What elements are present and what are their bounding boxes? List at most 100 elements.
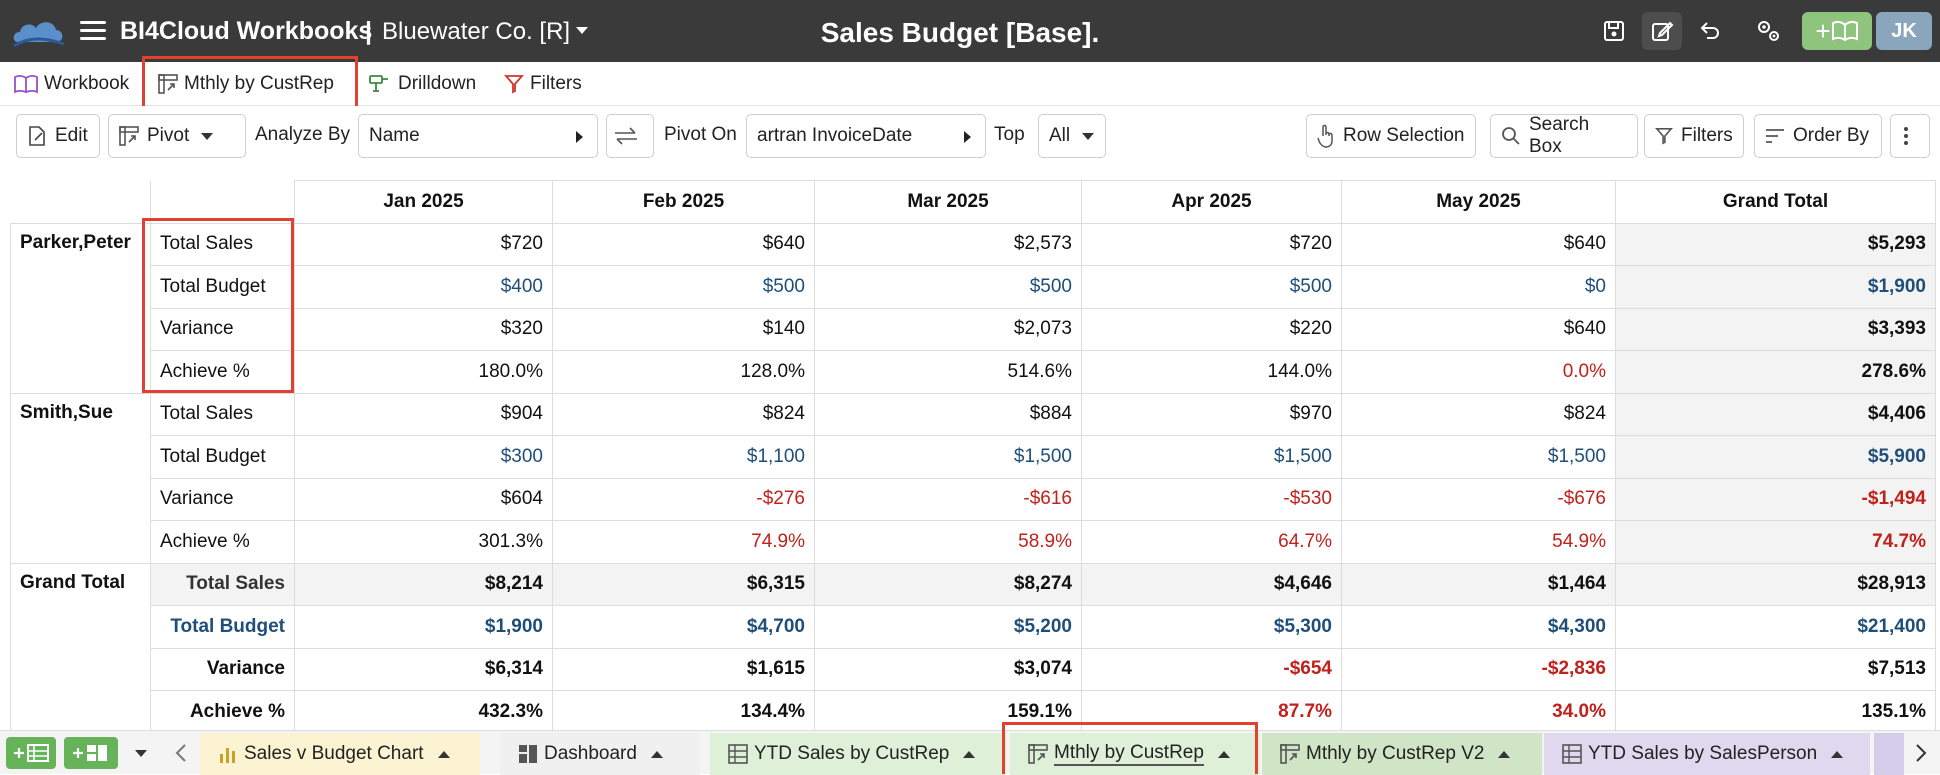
column-header[interactable]: Apr 2025: [1081, 180, 1342, 224]
value-cell[interactable]: $500: [814, 265, 1082, 309]
add-workbook-button[interactable]: +: [1802, 12, 1872, 50]
value-cell[interactable]: 54.9%: [1341, 520, 1616, 564]
value-cell[interactable]: $320: [294, 307, 553, 351]
company-dropdown-icon[interactable]: [576, 27, 588, 34]
save-icon[interactable]: [1594, 12, 1634, 50]
table-row[interactable]: Grand Total Total Sales $8,214 $6,315 $8…: [10, 562, 1936, 733]
value-cell[interactable]: 180.0%: [294, 350, 553, 394]
user-avatar[interactable]: JK: [1876, 12, 1932, 50]
value-cell[interactable]: -$2,836: [1341, 647, 1616, 691]
table-row[interactable]: Total Budget $400 $500 $500 $500 $0 $1,9…: [11, 265, 1936, 309]
table-row[interactable]: Achieve % 432.3% 134.4% 159.1% 87.7% 34.…: [11, 690, 1936, 734]
tab-drilldown[interactable]: Drilldown: [368, 68, 476, 100]
top-select[interactable]: All: [1038, 114, 1106, 158]
sheet-tab-ytd-sales-by-salesperson[interactable]: YTD Sales by SalesPerson: [1544, 733, 1870, 775]
row-group-name[interactable]: Smith,Sue: [10, 393, 151, 564]
value-cell[interactable]: 514.6%: [814, 350, 1082, 394]
value-cell[interactable]: $220: [1081, 307, 1342, 351]
value-cell[interactable]: 87.7%: [1081, 690, 1342, 734]
value-cell[interactable]: 301.3%: [294, 520, 553, 564]
value-cell[interactable]: $970: [1081, 392, 1342, 436]
grand-total-cell[interactable]: -$1,494: [1615, 477, 1936, 521]
grand-total-cell[interactable]: $3,393: [1615, 307, 1936, 351]
table-row[interactable]: Achieve % 180.0% 128.0% 514.6% 144.0% 0.…: [11, 350, 1936, 394]
value-cell[interactable]: $720: [1081, 222, 1342, 266]
pivot-on-select[interactable]: artran InvoiceDate: [746, 114, 986, 158]
table-row[interactable]: Variance $6,314 $1,615 $3,074 -$654 -$2,…: [11, 647, 1936, 691]
value-cell[interactable]: $5,300: [1081, 605, 1342, 649]
value-cell[interactable]: $4,300: [1341, 605, 1616, 649]
value-cell[interactable]: $2,073: [814, 307, 1082, 351]
value-cell[interactable]: $8,274: [814, 562, 1082, 606]
value-cell[interactable]: 159.1%: [814, 690, 1082, 734]
tab-workbook[interactable]: Workbook: [14, 68, 129, 100]
sheet-tab-sales-v-budget-chart[interactable]: Sales v Budget Chart: [200, 733, 480, 775]
value-cell[interactable]: $1,900: [294, 605, 553, 649]
value-cell[interactable]: $884: [814, 392, 1082, 436]
table-row[interactable]: Total Budget $300 $1,100 $1,500 $1,500 $…: [11, 435, 1936, 479]
value-cell[interactable]: $1,464: [1341, 562, 1616, 606]
value-cell[interactable]: $824: [1341, 392, 1616, 436]
value-cell[interactable]: $1,500: [1341, 435, 1616, 479]
sheet-tab-overflow[interactable]: [1874, 733, 1904, 775]
value-cell[interactable]: $8,214: [294, 562, 553, 606]
value-cell[interactable]: $640: [1341, 307, 1616, 351]
value-cell[interactable]: $5,200: [814, 605, 1082, 649]
row-selection-button[interactable]: Row Selection: [1306, 114, 1476, 158]
filters-button[interactable]: Filters: [1644, 114, 1744, 158]
sheet-tab-ytd-sales-by-custrep[interactable]: YTD Sales by CustRep: [710, 733, 1006, 775]
add-dashboard-sheet-button[interactable]: [64, 737, 118, 769]
value-cell[interactable]: $4,646: [1081, 562, 1342, 606]
value-cell[interactable]: $640: [552, 222, 815, 266]
analyze-by-select[interactable]: Name: [358, 114, 598, 158]
edit-mode-icon[interactable]: [1642, 12, 1682, 50]
order-by-button[interactable]: Order By: [1754, 114, 1882, 158]
grand-total-cell[interactable]: $5,293: [1615, 222, 1936, 266]
value-cell[interactable]: $0: [1341, 265, 1616, 309]
scroll-tabs-left[interactable]: [166, 737, 196, 769]
more-options-button[interactable]: [1890, 114, 1930, 158]
grand-total-cell[interactable]: 278.6%: [1615, 350, 1936, 394]
column-header[interactable]: Jan 2025: [294, 180, 553, 224]
value-cell[interactable]: 134.4%: [552, 690, 815, 734]
grand-total-cell[interactable]: $1,900: [1615, 265, 1936, 309]
tab-mthly-by-custrep[interactable]: Mthly by CustRep: [158, 68, 334, 100]
hamburger-menu-icon[interactable]: [80, 16, 106, 44]
sheet-tab-mthly-by-custrep[interactable]: Mthly by CustRep: [1010, 733, 1260, 775]
value-cell[interactable]: $6,314: [294, 647, 553, 691]
table-row[interactable]: Smith,Sue Total Sales $904 $824 $884 $97…: [10, 392, 1936, 564]
value-cell[interactable]: -$530: [1081, 477, 1342, 521]
swap-axes-button[interactable]: [606, 114, 654, 158]
value-cell[interactable]: 0.0%: [1341, 350, 1616, 394]
value-cell[interactable]: $904: [294, 392, 553, 436]
grand-total-cell[interactable]: $28,913: [1615, 562, 1936, 606]
value-cell[interactable]: 64.7%: [1081, 520, 1342, 564]
column-header[interactable]: Mar 2025: [814, 180, 1082, 224]
grand-total-cell[interactable]: $5,900: [1615, 435, 1936, 479]
value-cell[interactable]: $1,100: [552, 435, 815, 479]
value-cell[interactable]: $824: [552, 392, 815, 436]
value-cell[interactable]: $1,500: [814, 435, 1082, 479]
grand-total-cell[interactable]: 135.1%: [1615, 690, 1936, 734]
value-cell[interactable]: -$616: [814, 477, 1082, 521]
column-header[interactable]: Feb 2025: [552, 180, 815, 224]
row-group-name[interactable]: Grand Total: [10, 563, 151, 733]
value-cell[interactable]: 128.0%: [552, 350, 815, 394]
value-cell[interactable]: $3,074: [814, 647, 1082, 691]
value-cell[interactable]: $500: [1081, 265, 1342, 309]
grand-total-cell[interactable]: $21,400: [1615, 605, 1936, 649]
table-row[interactable]: Variance $320 $140 $2,073 $220 $640 $3,3…: [11, 307, 1936, 351]
value-cell[interactable]: $140: [552, 307, 815, 351]
value-cell[interactable]: 74.9%: [552, 520, 815, 564]
column-header[interactable]: May 2025: [1341, 180, 1616, 224]
value-cell[interactable]: $300: [294, 435, 553, 479]
value-cell[interactable]: $1,500: [1081, 435, 1342, 479]
scroll-tabs-right[interactable]: [1906, 737, 1936, 769]
grand-total-cell[interactable]: $4,406: [1615, 392, 1936, 436]
grand-total-cell[interactable]: 74.7%: [1615, 520, 1936, 564]
value-cell[interactable]: -$654: [1081, 647, 1342, 691]
value-cell[interactable]: 432.3%: [294, 690, 553, 734]
value-cell[interactable]: -$276: [552, 477, 815, 521]
value-cell[interactable]: $400: [294, 265, 553, 309]
value-cell[interactable]: $500: [552, 265, 815, 309]
